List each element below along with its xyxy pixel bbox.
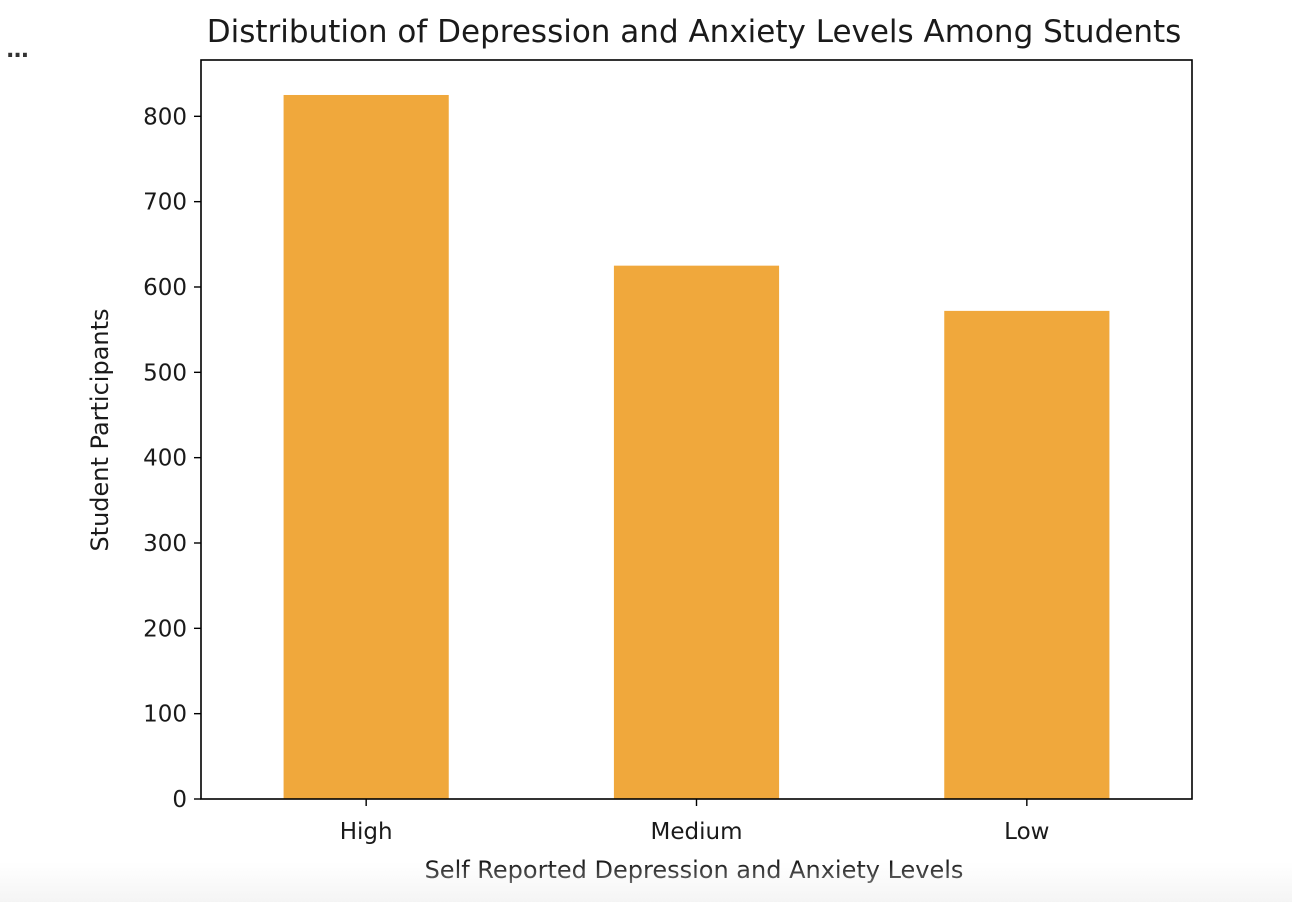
y-axis-label: Student Participants xyxy=(86,308,114,551)
bars-group xyxy=(283,94,1110,799)
y-axis: 0 100 200 300 400 500 600 700 800 xyxy=(143,104,201,813)
x-axis: High Medium Low xyxy=(340,799,1049,845)
y-tick-label: 700 xyxy=(143,190,187,216)
chart-title: Distribution of Depression and Anxiety L… xyxy=(207,14,1182,50)
y-tick-label: 600 xyxy=(143,275,187,301)
plot-frame xyxy=(200,59,1193,800)
y-tick-label: 200 xyxy=(143,616,187,642)
x-tick-label: Medium xyxy=(651,819,743,845)
bar-high xyxy=(283,94,449,799)
y-tick-label: 100 xyxy=(143,702,187,728)
x-tick-label: Low xyxy=(1004,819,1049,845)
bottom-fade xyxy=(0,862,1292,902)
y-tick-label: 400 xyxy=(143,446,187,472)
output-collapse-ellipsis[interactable]: ... xyxy=(6,38,29,63)
y-tick-label: 800 xyxy=(143,104,187,130)
bar-low xyxy=(944,310,1110,799)
y-tick-label: 300 xyxy=(143,531,187,557)
x-tick-label: High xyxy=(340,819,393,845)
y-tick-label: 0 xyxy=(172,787,187,813)
y-tick-label: 500 xyxy=(143,360,187,386)
bar-medium xyxy=(613,265,780,799)
